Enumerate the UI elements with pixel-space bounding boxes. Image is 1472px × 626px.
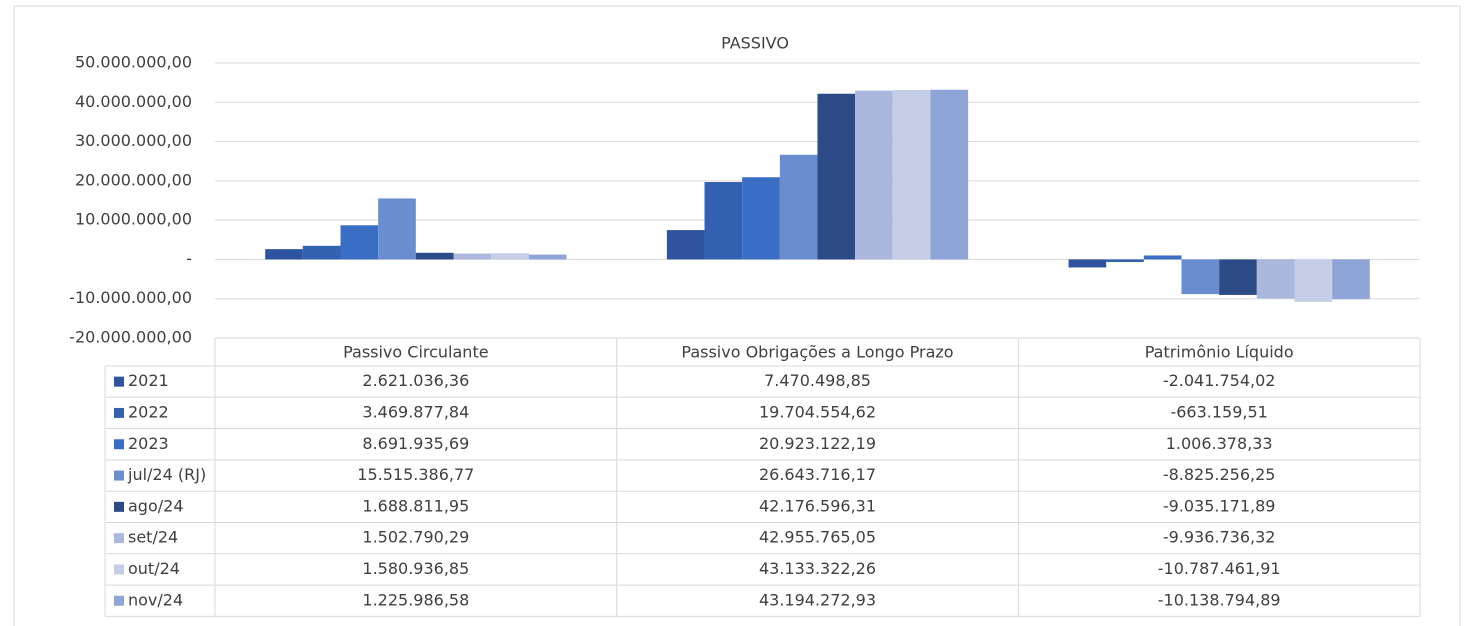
category-header: Patrimônio Líquido <box>1145 343 1294 362</box>
bar <box>415 252 454 260</box>
bar <box>742 177 780 260</box>
bar <box>930 89 969 260</box>
legend-label: ago/24 <box>128 496 184 515</box>
bar <box>302 245 341 260</box>
table-value: -9.936.736,32 <box>1163 528 1276 547</box>
bar <box>1294 259 1333 302</box>
table-value: 43.133.322,26 <box>759 559 876 578</box>
bar <box>1181 259 1220 295</box>
table-value: 43.194.272,93 <box>759 590 876 609</box>
bar <box>666 230 705 260</box>
legend-label: 2022 <box>128 402 169 421</box>
category-header: Passivo Circulante <box>343 343 488 362</box>
table-value: 8.691.935,69 <box>362 434 469 453</box>
legend-label: 2021 <box>128 371 169 390</box>
y-tick-label: 10.000.000,00 <box>75 210 192 229</box>
bar <box>1219 259 1257 295</box>
bar <box>491 253 529 260</box>
table-value: -2.041.754,02 <box>1163 371 1276 390</box>
table-value: 42.955.765,05 <box>759 528 876 547</box>
y-tick-label: 30.000.000,00 <box>75 131 192 150</box>
y-tick-label: 40.000.000,00 <box>75 92 192 111</box>
legend-label: jul/24 (RJ) <box>127 465 206 484</box>
bar <box>453 253 492 260</box>
bar <box>817 93 856 260</box>
table-value: 15.515.386,77 <box>357 465 474 484</box>
table-value: 20.923.122,19 <box>759 434 876 453</box>
y-tick-label: - <box>186 249 192 268</box>
table-value: 42.176.596,31 <box>759 496 876 515</box>
legend-swatch <box>114 407 124 418</box>
bar <box>1106 259 1144 263</box>
table-value: 3.469.877,84 <box>362 402 469 421</box>
table-value: 1.225.986,58 <box>362 590 469 609</box>
table-value: 1.502.790,29 <box>362 528 469 547</box>
bar <box>1256 259 1295 299</box>
legend-swatch <box>114 376 124 387</box>
legend-label: 2023 <box>128 434 169 453</box>
table-value: 1.580.936,85 <box>362 559 469 578</box>
bar <box>1332 259 1370 300</box>
bar <box>340 225 379 260</box>
legend-swatch <box>114 564 124 575</box>
bar <box>265 249 303 260</box>
legend-swatch <box>114 439 124 450</box>
bar <box>1143 255 1182 260</box>
bar <box>378 198 416 260</box>
y-tick-label: -10.000.000,00 <box>69 288 192 307</box>
table-value: 1.006.378,33 <box>1166 434 1273 453</box>
table-value: 7.470.498,85 <box>764 371 871 390</box>
bar <box>704 182 743 260</box>
legend-swatch <box>114 501 124 512</box>
table-value: -10.138.794,89 <box>1158 590 1281 609</box>
bar <box>528 254 567 260</box>
y-tick-label: 50.000.000,00 <box>75 53 192 72</box>
legend-swatch <box>114 470 124 481</box>
legend-label: nov/24 <box>128 590 183 609</box>
table-value: -8.825.256,25 <box>1163 465 1276 484</box>
legend-swatch <box>114 595 124 606</box>
table-value: -10.787.461,91 <box>1158 559 1281 578</box>
table-value: 19.704.554,62 <box>759 402 876 421</box>
legend-label: out/24 <box>128 559 180 578</box>
legend-label: set/24 <box>128 528 178 547</box>
bar <box>855 90 893 260</box>
table-value: -663.159,51 <box>1170 402 1267 421</box>
table-value: 2.621.036,36 <box>362 371 469 390</box>
legend-swatch <box>114 533 124 544</box>
y-tick-label: -20.000.000,00 <box>69 328 192 347</box>
y-tick-label: 20.000.000,00 <box>75 170 192 189</box>
chart-frame <box>13 5 1461 626</box>
category-header: Passivo Obrigações a Longo Prazo <box>681 343 953 362</box>
table-value: -9.035.171,89 <box>1163 496 1276 515</box>
bar <box>779 154 818 260</box>
chart-title: PASSIVO <box>721 34 789 53</box>
bar <box>892 89 931 260</box>
table-value: 26.643.716,17 <box>759 465 876 484</box>
table-value: 1.688.811,95 <box>362 496 469 515</box>
bar <box>1068 259 1107 268</box>
